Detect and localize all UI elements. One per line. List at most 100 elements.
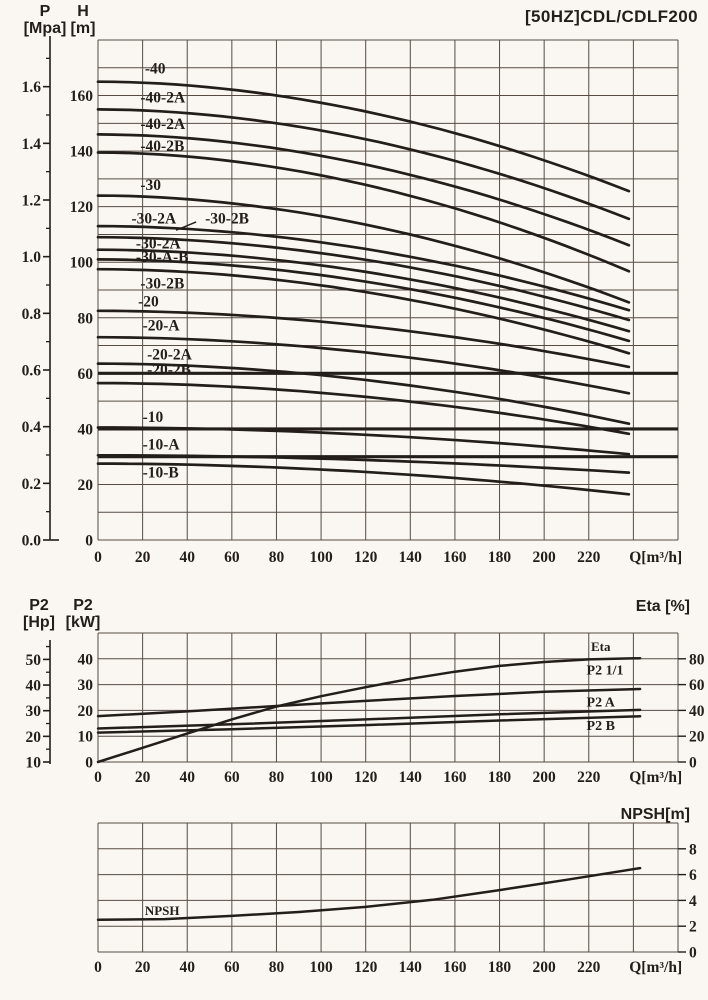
curve-label--30-A-B: -30-A-B	[136, 249, 189, 266]
curve--30-A-B	[96, 258, 631, 343]
curve-label--20-2B: -20-2B	[147, 362, 191, 379]
x-axis-title-main: Q[m³/h]	[629, 549, 682, 566]
flow-tick-label-npsh: 200	[533, 959, 557, 976]
flow-tick-label-mid: 80	[269, 769, 285, 786]
flow-tick-label-mid: 20	[135, 769, 151, 786]
curve-label--30-2B: -30-2B	[205, 210, 249, 227]
curve--10-A	[96, 453, 631, 474]
curve-label--20: -20	[138, 294, 159, 311]
pressure-tick-label: 1.2	[22, 193, 42, 210]
head-tick-label: 80	[78, 310, 94, 327]
curve--10	[96, 426, 631, 456]
flow-tick-label-npsh: 120	[354, 959, 378, 976]
flow-tick-label-mid: 120	[354, 769, 378, 786]
head-tick-label: 20	[78, 477, 94, 494]
eta-axis-title: Eta [%]	[635, 598, 690, 615]
eta-tick-label: 40	[689, 703, 705, 720]
power-kw-tick-label: 20	[78, 703, 94, 720]
flow-tick-label-npsh: 80	[269, 959, 285, 976]
flow-tick-label-npsh: 100	[309, 959, 333, 976]
flow-tick-label-npsh: 20	[135, 959, 151, 976]
flow-tick-label-mid: 200	[533, 769, 557, 786]
curve-label--10-A: -10-A	[143, 437, 181, 454]
flow-tick-label: 140	[399, 549, 423, 566]
power-kw-axis-title: P2 [kW]	[65, 597, 101, 631]
curve-label-P2A: P2 A	[587, 696, 616, 711]
curve-label-npsh: NPSH	[145, 903, 180, 918]
flow-tick-label-mid: 60	[224, 769, 240, 786]
flow-tick-label-mid: 40	[179, 769, 195, 786]
curve--40-2A	[96, 133, 631, 247]
pressure-axis-title: P [Mpa]	[23, 3, 67, 37]
head-axis-title: H [m]	[70, 3, 96, 37]
head-tick-label: 40	[78, 421, 94, 438]
curve-label--20-2A: -20-2A	[147, 346, 193, 363]
curve--40	[96, 80, 631, 193]
curve-label-P211: P2 1/1	[587, 663, 624, 678]
curve-Eta	[96, 656, 642, 764]
pressure-tick-label: 1.6	[22, 79, 42, 96]
flow-tick-label-npsh: 40	[179, 959, 195, 976]
curve--20-2A	[96, 362, 631, 426]
flow-tick-label: 200	[533, 549, 557, 566]
curve--30-2A	[96, 224, 631, 312]
npsh-tick-label: 6	[689, 867, 697, 884]
curve--20-2B	[96, 381, 631, 436]
eta-tick-label: 60	[689, 677, 705, 694]
pressure-tick-label: 1.4	[22, 136, 42, 153]
npsh-tick-label: 8	[689, 841, 697, 858]
curve-label--30: -30	[140, 177, 161, 194]
power-hp-axis-title: P2 [Hp]	[23, 597, 55, 631]
curve-label--40-2B: -40-2B	[140, 138, 184, 155]
label-leader-line	[175, 221, 197, 231]
pressure-tick-label: 0.0	[22, 533, 42, 550]
curve--30	[96, 194, 631, 304]
eta-tick-label: 0	[689, 755, 697, 772]
curve-label--40-2A: -40-2A	[140, 90, 186, 107]
curve-P2B	[96, 715, 642, 734]
curve-npsh	[96, 866, 642, 922]
head-tick-label: 140	[70, 144, 94, 161]
power-kw-tick-label: 30	[78, 677, 94, 694]
flow-tick-label-npsh: 160	[443, 959, 467, 976]
curve-label-P2B: P2 B	[587, 719, 615, 734]
flow-tick-label: 100	[309, 549, 333, 566]
curve--40-2A	[96, 108, 631, 221]
curve--20-A	[96, 335, 631, 395]
flow-tick-label-npsh: 140	[399, 959, 423, 976]
x-axis-title-mid: Q[m³/h]	[629, 769, 682, 786]
curve--30-2B	[96, 267, 631, 355]
npsh-axis-title: NPSH[m]	[620, 806, 690, 823]
npsh-tick-label: 2	[689, 919, 697, 936]
curve--10-B	[96, 462, 631, 496]
curve-label--40-2A: -40-2A	[140, 116, 186, 133]
flow-tick-label-npsh: 0	[94, 959, 102, 976]
pressure-tick-label: 0.4	[22, 419, 42, 436]
pressure-tick-label: 1.0	[22, 249, 42, 266]
head-tick-label: 0	[85, 533, 93, 550]
flow-tick-label-mid: 100	[309, 769, 333, 786]
curve-label--30-2A: -30-2A	[131, 210, 177, 227]
flow-tick-label-mid: 0	[94, 769, 102, 786]
curve-label-Eta: Eta	[591, 639, 611, 654]
power-hp-tick-label: 50	[26, 652, 42, 669]
curve-label--40: -40	[145, 60, 166, 77]
power-hp-tick-label: 10	[26, 755, 42, 772]
eta-tick-label: 20	[689, 729, 705, 746]
power-hp-tick-label: 30	[26, 703, 42, 720]
head-tick-label: 60	[78, 366, 94, 383]
flow-tick-label: 0	[94, 549, 102, 566]
curve--30-2B	[96, 235, 631, 322]
curve-label--10-B: -10-B	[143, 465, 179, 482]
flow-tick-label-npsh: 60	[224, 959, 240, 976]
flow-tick-label: 40	[179, 549, 195, 566]
power-kw-tick-label: 40	[78, 651, 94, 668]
curve-label--30-2A: -30-2A	[136, 235, 182, 252]
flow-tick-label-mid: 220	[577, 769, 601, 786]
pressure-tick-label: 0.6	[22, 363, 42, 380]
flow-tick-label: 160	[443, 549, 467, 566]
power-kw-tick-label: 10	[78, 729, 94, 746]
npsh-tick-label: 0	[689, 945, 697, 962]
